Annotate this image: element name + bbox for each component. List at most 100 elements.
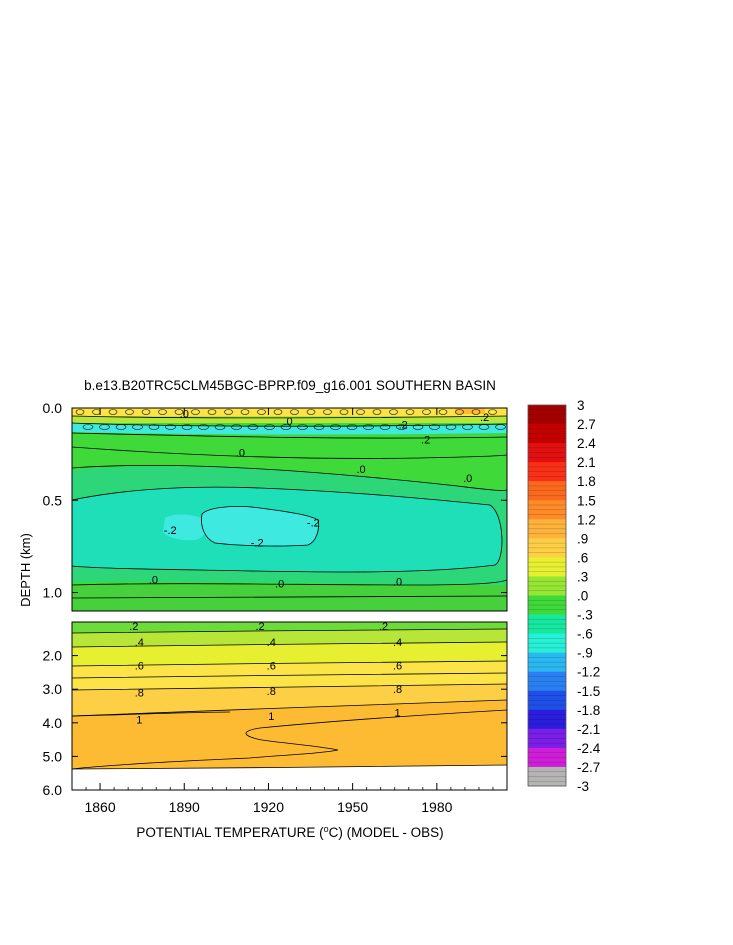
colorbar-swatch (528, 462, 566, 482)
colorbar-frame (527, 404, 567, 787)
colorbar-swatch (528, 671, 566, 692)
contour-label: .4 (135, 637, 144, 649)
contour-line (72, 486, 503, 573)
contour-line (207, 409, 217, 415)
contour-line (422, 409, 431, 415)
contour-line (224, 409, 233, 415)
contour-line (82, 424, 94, 430)
contour-line (174, 409, 184, 415)
contour-line (72, 683, 507, 691)
colorbar-legend: 3 2.7 2.4 2.1 1.8 1.5 1.2 .9 .6 .3 .0 -.3 -.6 -.9 -1.2… (527, 398, 601, 794)
colorbar-label: -1.8 (577, 703, 600, 718)
contour-label: 1 (136, 714, 142, 726)
field-band (72, 416, 507, 423)
contour-line (330, 424, 341, 430)
contour-label: .4 (393, 637, 402, 649)
field-band (455, 408, 485, 414)
contour-line (280, 424, 292, 430)
contour-label: -.2 (164, 525, 177, 537)
colorbar-label: -.6 (577, 627, 593, 642)
x-tick-label: 1920 (253, 799, 284, 815)
contour-label: .2 (480, 412, 489, 424)
contour-line (214, 424, 226, 430)
colorbar-swatch (528, 652, 566, 673)
contour-line (356, 409, 365, 415)
upper-panel: .0.0.2.2.2.0.0.0-.2-.2-.2.0.0.0 (72, 408, 507, 611)
y-tick-label: 4.0 (43, 715, 63, 731)
contour-line (72, 595, 507, 599)
y-tick-label: 1.0 (43, 585, 63, 601)
contour-line (339, 409, 349, 415)
contour-line (346, 424, 358, 430)
colorbar-label: 1.2 (577, 512, 596, 527)
contour-line (181, 424, 193, 430)
colorbar-swatch (528, 690, 566, 711)
contour-line (72, 764, 507, 770)
colorbar-label: -.3 (577, 608, 593, 623)
lower-field: .2.2.2.4.4.4.6.6.6.8.8.81 1 1 (72, 621, 507, 790)
colorbar-swatch (528, 709, 566, 730)
contour-line (462, 424, 473, 430)
upper-field: .0.0.2.2.2.0.0.0-.2-.2-.2.0.0.0 (72, 408, 507, 611)
field-band (72, 408, 507, 416)
contour-line (389, 409, 398, 415)
y-tick-label: 2.0 (43, 648, 63, 664)
y-tick-label: 3.0 (43, 681, 63, 697)
contour-label: .2 (129, 621, 138, 633)
contour-label: .2 (399, 420, 408, 432)
colorbar-swatch (528, 728, 566, 749)
contour-line (72, 415, 507, 419)
contour-line (405, 409, 415, 415)
contour-label: .2 (255, 621, 264, 633)
colorbar-swatch (528, 443, 566, 463)
x-axis-label-sup: o (324, 824, 329, 834)
contour-line (247, 424, 259, 430)
contour-label: .6 (393, 661, 402, 673)
contour-line (141, 409, 151, 415)
colorbar-swatch (528, 557, 566, 577)
contour-label: 1 (268, 711, 274, 723)
colorbar-label: .0 (577, 589, 588, 604)
contour-line (75, 409, 85, 415)
colorbar-swatch (528, 538, 566, 558)
contour-label: .0 (149, 575, 158, 587)
colorbar-label: 2.7 (577, 417, 596, 432)
colorbar-label: .3 (577, 569, 588, 584)
field-band (163, 514, 207, 541)
contour-line (363, 424, 374, 430)
colorbar-label: 3 (577, 398, 585, 413)
contour-line (290, 409, 299, 415)
x-axis-label-pre: POTENTIAL TEMPERATURE ( (136, 825, 324, 840)
colorbar-label: 2.1 (577, 455, 596, 470)
contour-label: 1 (394, 708, 400, 720)
contour-line (455, 409, 464, 415)
contour-label: .6 (135, 661, 144, 673)
colorbar-label: 1.8 (577, 474, 596, 489)
contour-label: .6 (267, 661, 276, 673)
contour-line (438, 409, 448, 415)
contour-line (158, 409, 167, 415)
colorbar-swatch (528, 519, 566, 539)
colorbar-swatch (528, 747, 566, 768)
contour-label: .0 (236, 447, 245, 459)
contour-line (379, 424, 391, 430)
contour-label: .8 (267, 686, 276, 698)
colorbar-label: -.9 (577, 646, 593, 661)
contour-line (257, 409, 266, 415)
y-axis-label: DEPTH (km) (18, 533, 33, 607)
colorbar-label: -2.1 (577, 722, 600, 737)
contour-line (72, 709, 507, 770)
contour-line (125, 409, 134, 415)
contour-line (297, 424, 308, 430)
colorbar-label: -2.7 (577, 760, 600, 775)
contour-label: .0 (356, 464, 365, 476)
contour-line (488, 409, 497, 415)
contour-label: .0 (275, 578, 284, 590)
contour-line (478, 424, 490, 430)
contour-line (264, 424, 275, 430)
contour-line (231, 424, 242, 430)
contour-label: .0 (393, 576, 402, 588)
contour-line (132, 424, 143, 430)
contour-line (72, 672, 507, 679)
